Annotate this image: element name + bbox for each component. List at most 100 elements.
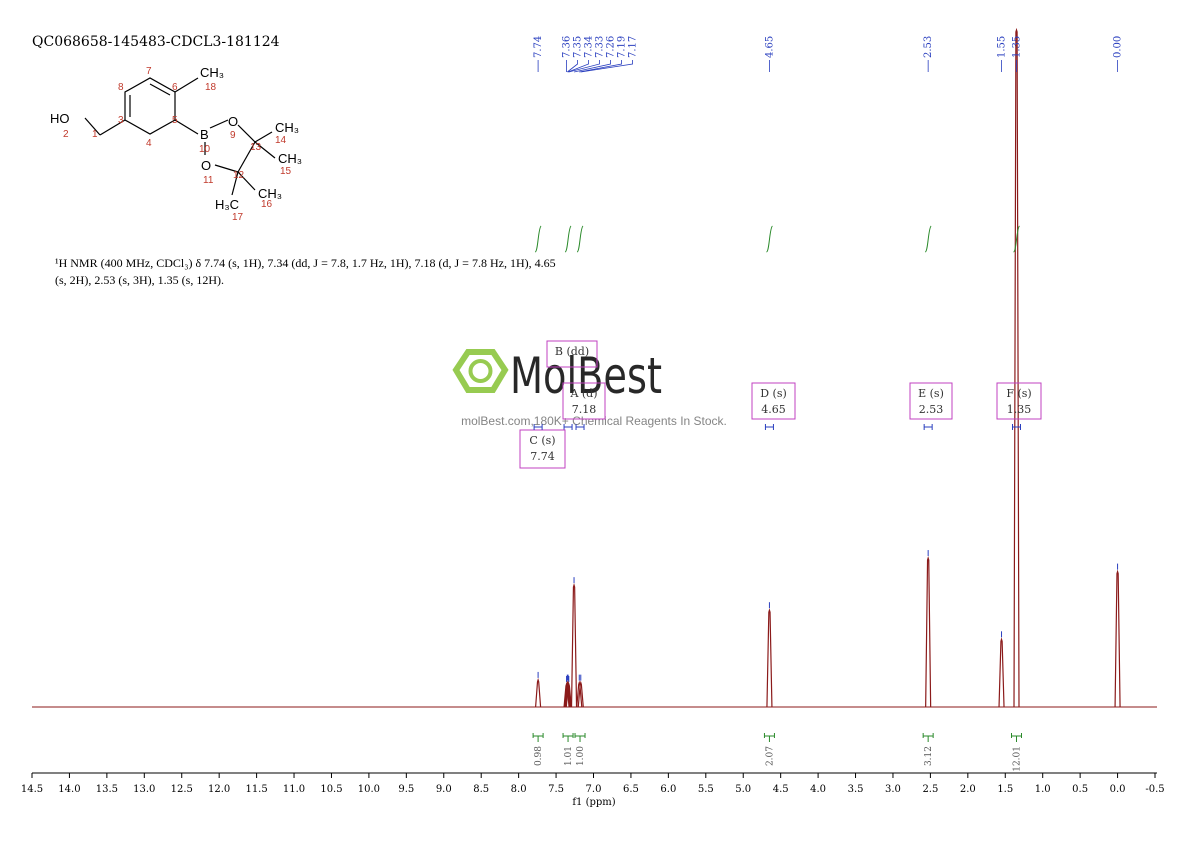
x-tick-label: 11.0 [283, 784, 305, 795]
atom-number: 9 [230, 130, 236, 141]
atom-number: 17 [232, 212, 244, 223]
x-tick-label: 1.0 [1035, 784, 1051, 795]
bond [99, 119, 126, 136]
x-tick-label: 6.5 [623, 784, 639, 795]
bond [237, 124, 256, 143]
peak-label: 2.53 [923, 36, 934, 58]
peak-label: 7.33 [595, 36, 606, 58]
bond [174, 119, 199, 135]
peak-label: 7.19 [617, 36, 628, 58]
x-tick-label: 13.0 [133, 784, 155, 795]
peak-label: 7.26 [606, 36, 617, 58]
atom-number: 1 [92, 129, 98, 140]
integral-bracket [574, 733, 586, 742]
x-tick-label: 8.0 [511, 784, 527, 795]
x-tick-label: 10.5 [320, 784, 342, 795]
atom-number: 10 [199, 144, 211, 155]
multiplet-shift: 7.18 [572, 403, 597, 416]
integral-curve [564, 225, 572, 253]
x-tick-label: 4.0 [810, 784, 826, 795]
x-tick-label: 2.0 [960, 784, 976, 795]
integral-label: 0.98 [534, 746, 544, 766]
atom-number: 13 [250, 142, 262, 153]
atom: H₃C [215, 197, 239, 212]
x-tick-label: 5.5 [698, 784, 714, 795]
multiplet-box [546, 340, 598, 368]
atom-number: 6 [172, 82, 178, 93]
x-tick-label: 6.0 [660, 784, 676, 795]
peak-label: 7.36 [562, 36, 573, 58]
multiplet-box [751, 382, 796, 420]
multiplet-shift: 7.74 [530, 450, 555, 463]
atom: O [228, 114, 238, 129]
x-axis-label: f1 (ppm) [572, 797, 615, 808]
integral-bracket [922, 733, 934, 742]
atom: HO [50, 111, 70, 126]
atom: CH₃ [200, 65, 224, 80]
atom-number: 7 [146, 66, 152, 77]
integral-label: 1.00 [576, 746, 586, 766]
x-tick-label: 12.0 [208, 784, 230, 795]
integral-bracket [1011, 733, 1022, 742]
tagline: molBest.com,180K+ Chemical Reagents In S… [461, 414, 727, 428]
peak [535, 677, 542, 708]
atom: O [201, 158, 211, 173]
peak-label: 7.74 [533, 36, 544, 58]
bond [231, 171, 239, 196]
peak-label: 4.65 [764, 36, 775, 58]
peak [766, 608, 773, 708]
multiplet-shift: 1.35 [1007, 403, 1032, 416]
peak-label: 0.00 [1113, 36, 1124, 58]
atom-number: 8 [118, 82, 124, 93]
atom-number: 2 [63, 129, 69, 140]
x-tick-label: 12.5 [171, 784, 193, 795]
peak [564, 680, 571, 708]
atom: CH₃ [258, 186, 282, 201]
bond [237, 171, 256, 191]
description: ¹H NMR (400 MHz, CDCl₃) δ 7.74 (s, 1H), … [55, 256, 556, 270]
x-tick-label: 1.5 [997, 784, 1013, 795]
x-tick-label: 14.5 [21, 784, 43, 795]
ring [124, 77, 176, 135]
logo [468, 359, 493, 383]
atom: CH₃ [278, 151, 302, 166]
atom-number: 3 [118, 115, 124, 126]
atom-number: 11 [203, 175, 214, 186]
x-tick-label: 7.0 [586, 784, 602, 795]
multiplet-bracket [575, 424, 585, 430]
atom-number: 15 [280, 166, 292, 177]
x-tick-label: 8.5 [473, 784, 489, 795]
multiplet-name: A (d) [569, 387, 597, 400]
logo [452, 349, 509, 393]
multiplet-box [996, 382, 1042, 420]
multiplet-shift: 2.53 [919, 403, 944, 416]
peak [570, 583, 578, 708]
x-tick-label: 7.5 [548, 784, 564, 795]
peak-label: 7.34 [584, 36, 595, 58]
x-tick-label: 3.0 [885, 784, 901, 795]
peak [577, 680, 584, 708]
multiplet-name: B (dd) [555, 345, 589, 358]
structure: HO 2 1 3 4 8 7 6 5 CH₃ 18 B 10 O 9 O 11 … [50, 65, 302, 223]
multiplet-name: F (s) [1006, 387, 1031, 400]
bond [84, 117, 101, 136]
multiplet-name: C (s) [529, 434, 555, 447]
peak [576, 680, 583, 708]
x-tick-label: 2.5 [922, 784, 938, 795]
peak-label: 7.17 [628, 36, 639, 58]
x-tick-label: 10.0 [358, 784, 380, 795]
integral-curve [1013, 225, 1020, 253]
peak-label-leader [579, 60, 622, 73]
atom: B [200, 127, 209, 142]
integral-curve [576, 225, 584, 253]
multiplet-bracket [764, 424, 774, 430]
multiplet-name: E (s) [918, 387, 944, 400]
multiplet-bracket [563, 424, 573, 430]
multiplet-name: D (s) [760, 387, 787, 400]
multiplet-bracket [923, 424, 933, 430]
bond [214, 164, 239, 173]
bond [174, 77, 199, 93]
peak-label-leader [573, 60, 611, 73]
peak [925, 555, 932, 708]
